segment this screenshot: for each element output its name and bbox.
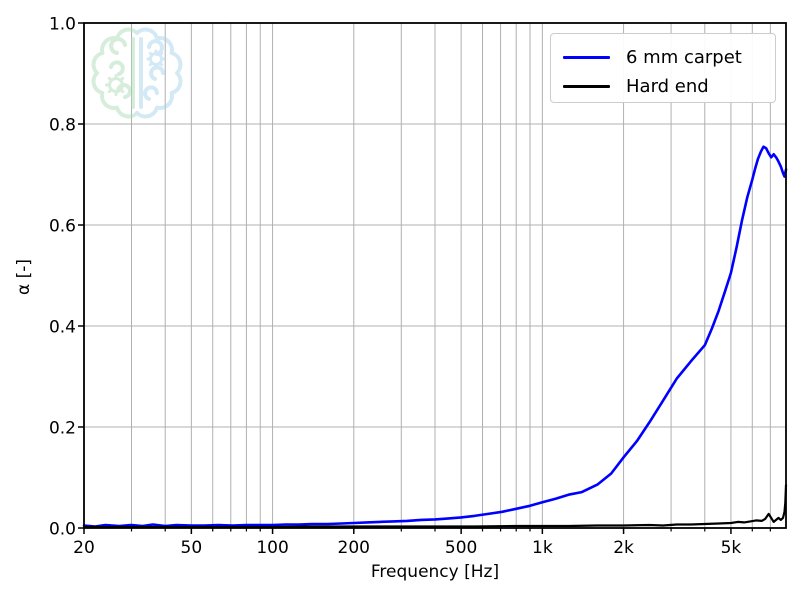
x-tick-label: 200 bbox=[338, 538, 370, 558]
brain-right-hemisphere-icon bbox=[135, 27, 183, 119]
legend-line-sample-carpet bbox=[563, 55, 610, 59]
legend-label-hard-end: Hard end bbox=[626, 75, 709, 97]
tick-labels: 20 50 100 200 500 1k 2k 5k 0.0 0.2 0.4 0.6 0.8 1.0 bbox=[49, 15, 741, 559]
series-line-1 bbox=[82, 484, 788, 529]
y-tick-label: 1.0 bbox=[49, 15, 76, 35]
y-tick-label: 0.6 bbox=[49, 217, 76, 237]
brain-left-hemisphere-icon bbox=[91, 27, 139, 119]
legend-item-carpet: 6 mm carpet bbox=[563, 44, 775, 70]
x-tick-label: 100 bbox=[256, 538, 288, 558]
gear-icon bbox=[146, 49, 166, 69]
x-tick-label: 50 bbox=[181, 538, 203, 558]
x-tick-label: 5k bbox=[721, 538, 742, 558]
legend-item-hard-end: Hard end bbox=[563, 73, 775, 99]
x-tick-label: 500 bbox=[445, 538, 477, 558]
series-line-0 bbox=[82, 145, 788, 528]
legend-line-sample-hard-end bbox=[563, 84, 610, 88]
y-axis-label: α [-] bbox=[14, 259, 34, 296]
x-tick-label: 2k bbox=[613, 538, 634, 558]
gridlines bbox=[84, 22, 786, 528]
legend-label-carpet: 6 mm carpet bbox=[626, 46, 742, 68]
y-tick-label: 0.4 bbox=[49, 318, 76, 338]
x-axis-label: Frequency [Hz] bbox=[370, 562, 500, 582]
gear-icon bbox=[105, 74, 127, 96]
x-tick-label: 1k bbox=[532, 538, 553, 558]
data-series bbox=[82, 145, 788, 529]
legend-box: 6 mm carpet Hard end bbox=[550, 33, 776, 103]
y-tick-label: 0.2 bbox=[49, 419, 76, 439]
y-tick-label: 0.8 bbox=[49, 116, 76, 136]
axis-ticks bbox=[78, 22, 771, 534]
brain-logo-watermark bbox=[91, 27, 183, 119]
x-tick-label: 20 bbox=[73, 538, 95, 558]
y-tick-label: 0.0 bbox=[49, 520, 76, 540]
